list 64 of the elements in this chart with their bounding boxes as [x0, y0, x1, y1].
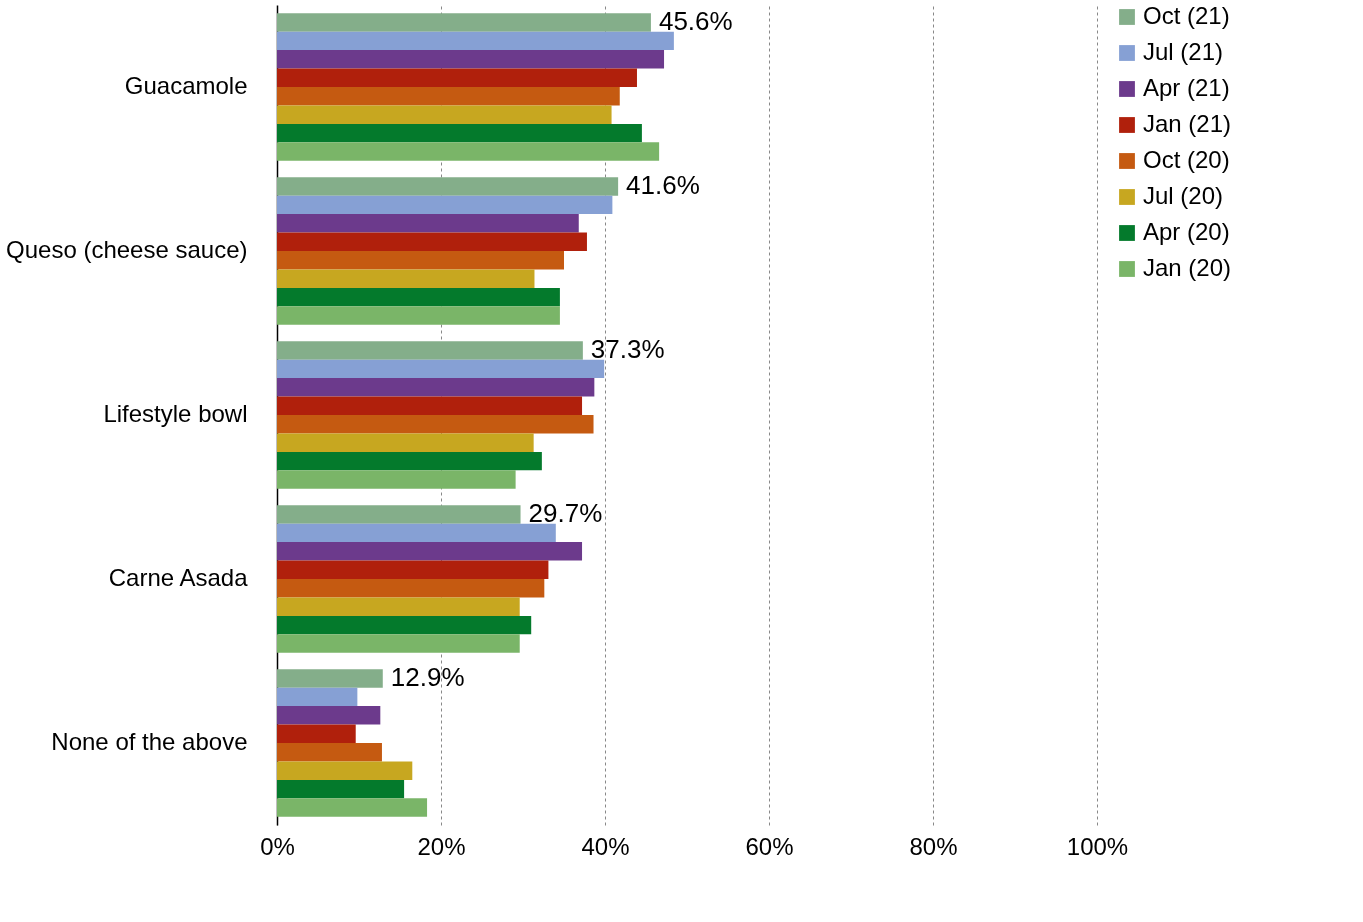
bar — [277, 378, 595, 397]
bar — [277, 724, 356, 743]
bar — [277, 123, 642, 143]
bar — [277, 195, 613, 215]
legend-label: Jul (20) — [1143, 182, 1224, 209]
bar — [277, 177, 619, 196]
legend-label: Jan (20) — [1143, 254, 1232, 281]
bar — [277, 232, 587, 251]
bar — [277, 68, 637, 87]
bar — [277, 31, 674, 51]
bar — [277, 396, 583, 415]
bar — [277, 761, 413, 780]
x-tick-label: 40% — [581, 832, 630, 860]
x-tick-label: 60% — [745, 832, 794, 860]
bar — [277, 542, 583, 561]
bar — [277, 451, 542, 471]
bar — [277, 269, 535, 288]
bar — [277, 523, 556, 543]
bar — [277, 214, 579, 233]
bar — [277, 251, 564, 270]
bar — [277, 634, 520, 653]
bar — [277, 579, 545, 598]
x-tick-label: 20% — [417, 832, 466, 860]
data-label: 29.7% — [528, 498, 603, 529]
bar — [277, 13, 651, 32]
bar — [277, 359, 605, 379]
bar — [277, 470, 516, 489]
bar — [277, 306, 560, 325]
bar — [277, 798, 428, 817]
bar — [277, 433, 534, 452]
bar — [277, 87, 620, 106]
y-tick-label: Queso (cheese sauce) — [6, 236, 248, 263]
bar — [277, 341, 583, 360]
bar — [277, 597, 520, 616]
data-label: 37.3% — [590, 334, 665, 365]
bar — [277, 706, 381, 725]
y-tick-label: Guacamole — [124, 72, 248, 99]
x-tick-label: 100% — [1066, 832, 1129, 860]
bar — [277, 287, 560, 307]
data-label: 12.9% — [390, 662, 465, 693]
bar — [277, 560, 549, 579]
legend-label: Apr (20) — [1143, 218, 1230, 245]
legend-label: Oct (20) — [1143, 146, 1230, 173]
y-tick-label: Carne Asada — [108, 564, 249, 591]
legend-label: Jan (21) — [1143, 110, 1232, 137]
bar — [277, 415, 594, 434]
bar — [277, 105, 612, 124]
data-label: 41.6% — [626, 170, 700, 201]
legend-label: Oct (21) — [1143, 2, 1230, 29]
bar — [277, 615, 532, 635]
y-tick-label: Lifestyle bowl — [103, 400, 248, 427]
bar — [277, 50, 665, 69]
bar — [277, 669, 383, 688]
data-label: 45.6% — [658, 6, 733, 37]
x-tick-label: 80% — [909, 832, 958, 860]
bar — [277, 687, 358, 707]
legend-label: Apr (21) — [1143, 74, 1230, 101]
bar — [277, 142, 660, 161]
legend-label: Jul (21) — [1143, 38, 1224, 65]
bar — [277, 779, 405, 799]
x-tick-label: 0% — [260, 832, 295, 860]
bar — [277, 505, 521, 524]
bar — [277, 743, 382, 762]
y-tick-label: None of the above — [51, 728, 248, 755]
